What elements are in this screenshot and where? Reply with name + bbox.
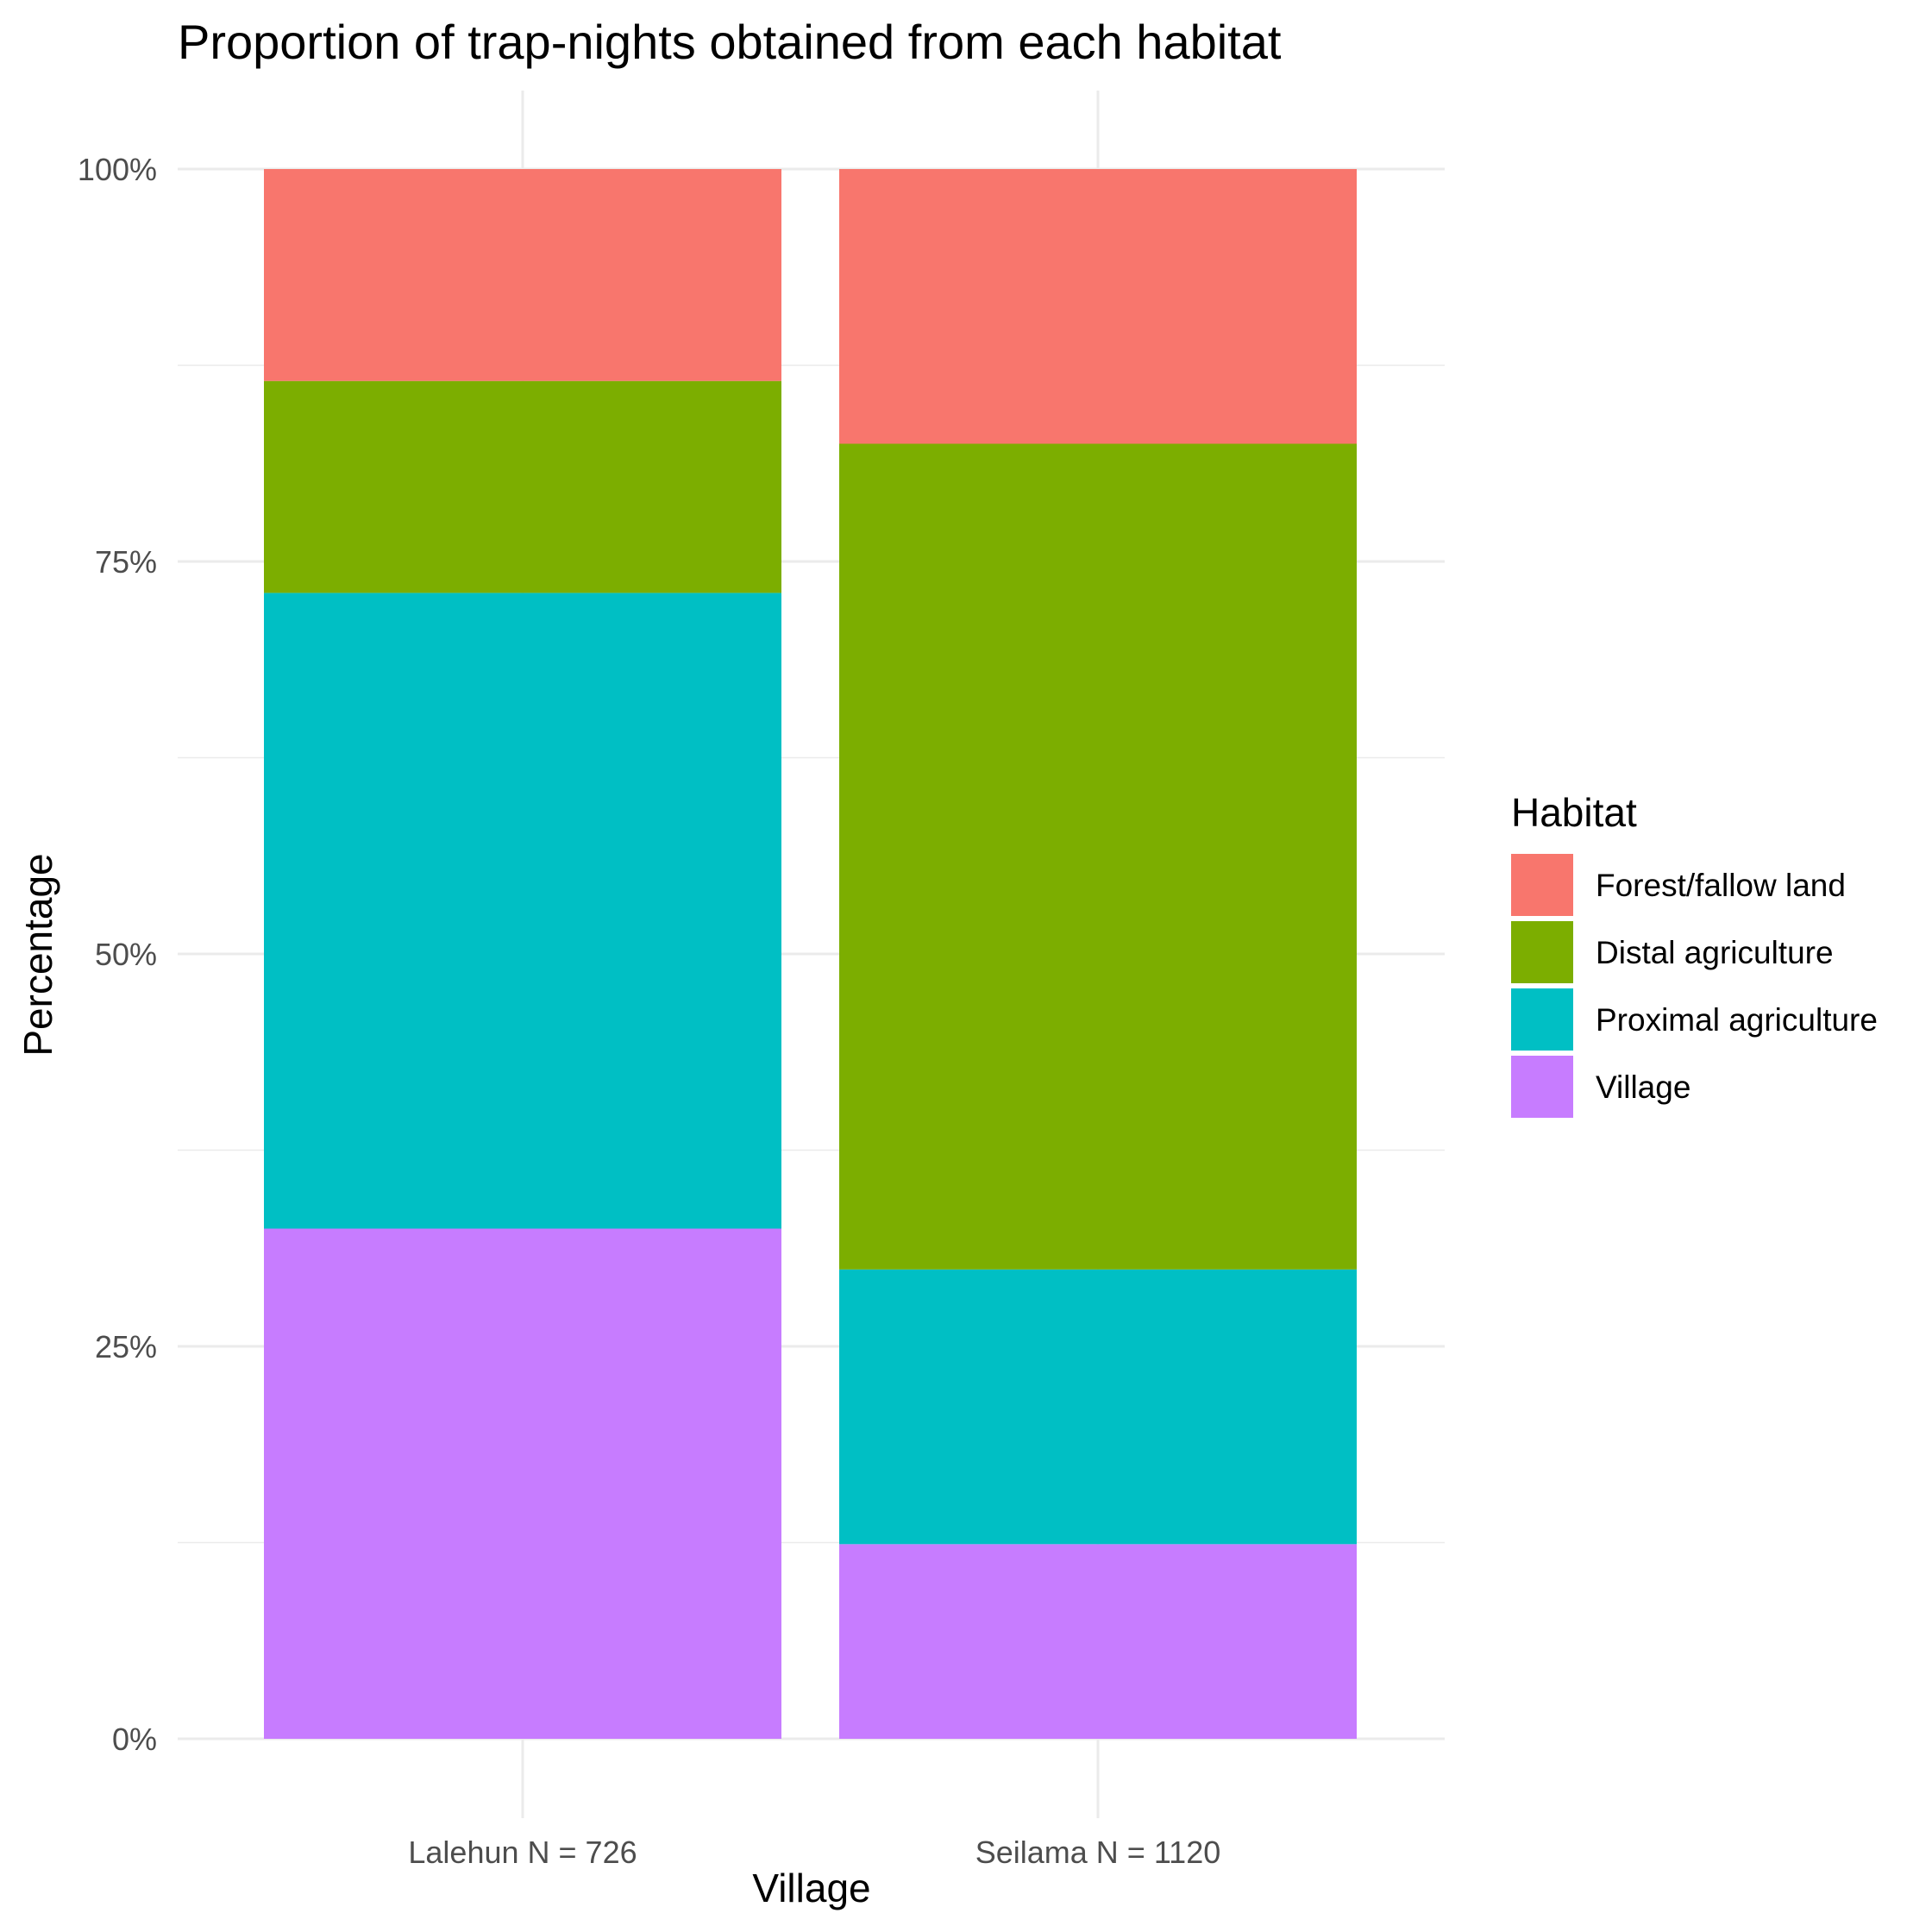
legend-swatch-village [1511, 1056, 1573, 1118]
y-tick-label: 75% [95, 544, 157, 580]
bar-segment-distal-agriculture [839, 443, 1357, 1270]
bar-segment-forest-fallow-land [264, 169, 781, 381]
bar-segment-village [264, 1228, 781, 1739]
legend-swatch-proximal-agriculture [1511, 988, 1573, 1051]
legend-swatch-forest-fallow-land [1511, 854, 1573, 916]
y-tick-label: 25% [95, 1329, 157, 1364]
legend-label-forest-fallow-land: Forest/fallow land [1596, 868, 1846, 903]
legend-label-village: Village [1596, 1070, 1690, 1105]
x-axis-title: Village [752, 1866, 870, 1910]
bar-segment-forest-fallow-land [839, 169, 1357, 444]
y-tick-label: 0% [112, 1722, 157, 1757]
y-tick-label: 50% [95, 937, 157, 972]
legend: Habitat Forest/fallow land Distal agricul… [1511, 790, 1878, 1118]
legend-label-distal-agriculture: Distal agriculture [1596, 935, 1834, 970]
y-axis-title: Percentage [16, 853, 60, 1056]
bars [264, 169, 1357, 1739]
legend-swatch-distal-agriculture [1511, 921, 1573, 983]
x-tick-label: Seilama N = 1120 [975, 1835, 1221, 1870]
y-axis-ticks: 0% 25% 50% 75% 100% [78, 152, 157, 1757]
bar-segment-proximal-agriculture [264, 593, 781, 1229]
bar-segment-proximal-agriculture [839, 1269, 1357, 1545]
bar-segment-distal-agriculture [264, 380, 781, 593]
x-axis-ticks: Lalehun N = 726 Seilama N = 1120 [408, 1835, 1220, 1870]
x-tick-label: Lalehun N = 726 [408, 1835, 637, 1870]
y-tick-label: 100% [78, 152, 157, 187]
bar-segment-village [839, 1544, 1357, 1739]
legend-title: Habitat [1511, 790, 1637, 835]
chart-title: Proportion of trap-nights obtained from … [178, 15, 1282, 69]
legend-label-proximal-agriculture: Proximal agriculture [1596, 1002, 1878, 1038]
